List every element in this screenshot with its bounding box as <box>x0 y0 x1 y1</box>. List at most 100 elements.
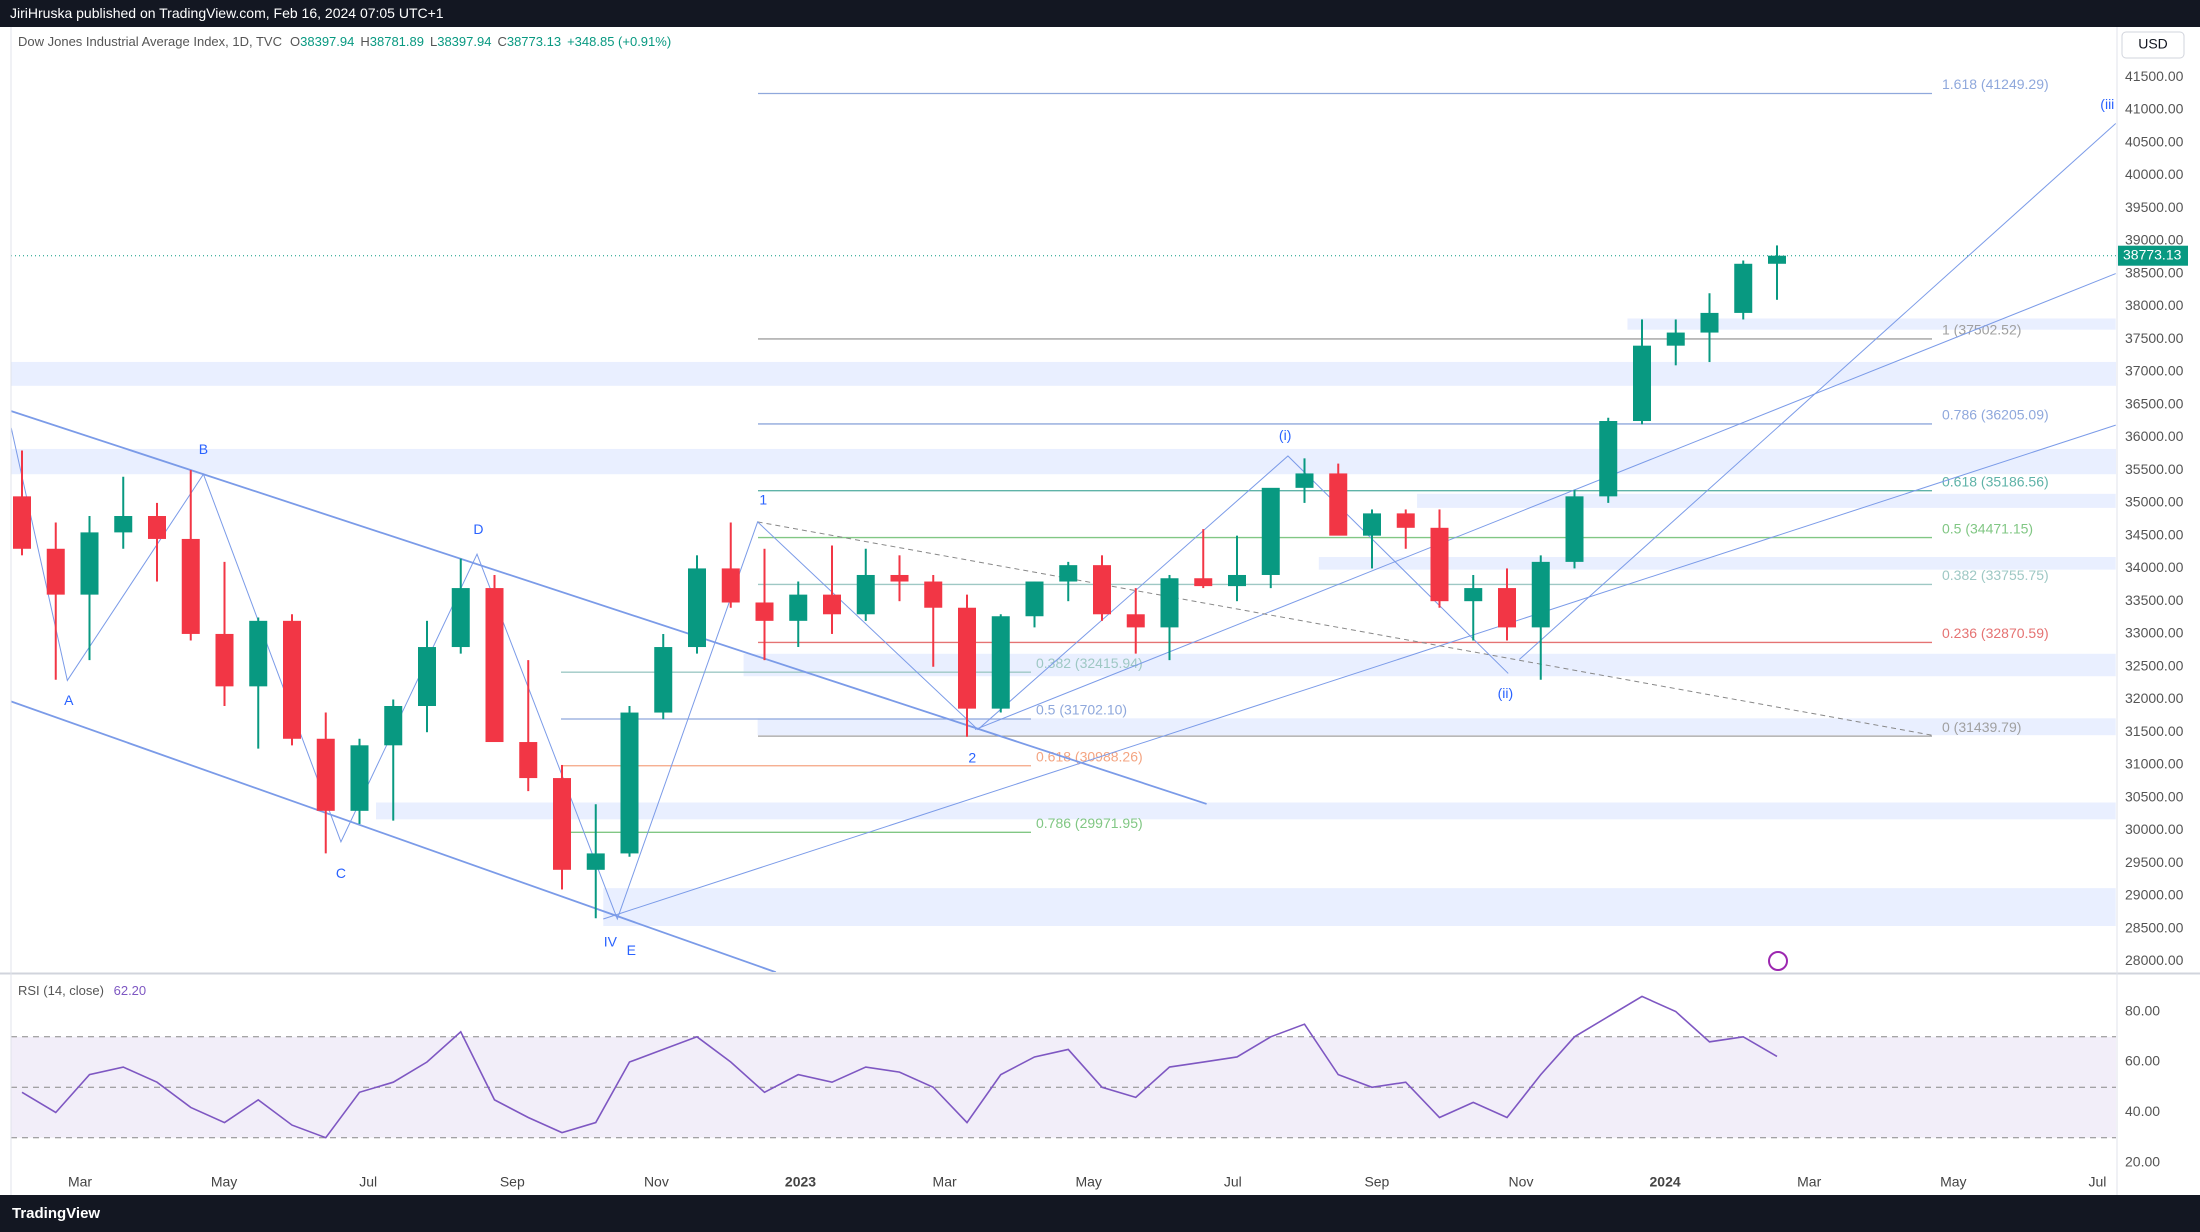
candle-body <box>1599 421 1618 497</box>
candle-body <box>924 581 943 608</box>
candle-body <box>1666 332 1685 346</box>
trendline <box>974 273 2116 731</box>
bottom-bar: TradingView <box>0 1195 2200 1232</box>
y-tick-label: 28500.00 <box>2125 919 2184 935</box>
candle-body <box>1059 565 1078 582</box>
candle-body <box>1464 588 1483 602</box>
candle-body <box>1025 581 1044 617</box>
fib-label: 0.786 (29971.95) <box>1036 815 1143 831</box>
candle-body <box>451 588 470 648</box>
rsi-legend: RSI (14, close) 62.20 <box>18 983 146 998</box>
x-tick-label: Jul <box>359 1174 377 1190</box>
candle-body <box>789 594 808 621</box>
ohlc-value: 38781.89 <box>369 34 424 49</box>
candle-body <box>755 602 774 621</box>
wave-label: 1 <box>759 492 767 508</box>
candle-body <box>148 516 166 539</box>
fib-label: 0.382 (33755.75) <box>1942 567 2049 583</box>
ohlc-key: C <box>497 34 507 49</box>
candle-body <box>1126 614 1145 628</box>
x-tick-label: Jul <box>2088 1174 2106 1190</box>
candle-body <box>1734 263 1753 313</box>
y-tick-label: 37500.00 <box>2125 330 2184 346</box>
candle-body <box>1295 473 1314 488</box>
x-tick-label: Mar <box>1797 1174 1821 1190</box>
candle-body <box>856 574 875 615</box>
y-tick-label: 39500.00 <box>2125 199 2184 215</box>
candle-body <box>485 588 504 743</box>
fib-label: 0.382 (32415.94) <box>1036 655 1143 671</box>
y-tick-label: 33000.00 <box>2125 625 2184 641</box>
y-tick-label: 41500.00 <box>2125 68 2184 84</box>
rsi-tick-label: 20.00 <box>2125 1154 2160 1170</box>
wave-label: D <box>473 521 483 537</box>
candle-body <box>46 548 65 595</box>
change: +348.85 (+0.91%) <box>567 34 672 49</box>
y-tick-label: 39000.00 <box>2125 232 2184 248</box>
candle-body <box>1531 561 1550 628</box>
rsi-tick-label: 80.00 <box>2125 1002 2160 1018</box>
y-tick-label: 40500.00 <box>2125 133 2184 149</box>
y-tick-label: 31000.00 <box>2125 756 2184 772</box>
y-tick-label: 30500.00 <box>2125 788 2184 804</box>
wave-label: A <box>64 692 74 708</box>
fib-label: 0.236 (32870.59) <box>1942 625 2049 641</box>
candle-body <box>1093 565 1111 615</box>
y-tick-label: 32500.00 <box>2125 657 2184 673</box>
x-tick-label: Mar <box>68 1174 92 1190</box>
y-tick-label: 34000.00 <box>2125 559 2184 575</box>
trendline <box>11 700 777 972</box>
candle-body <box>418 647 436 707</box>
candle-body <box>80 532 99 595</box>
fib-label: 0 (31439.79) <box>1942 719 2021 735</box>
y-tick-label: 32000.00 <box>2125 690 2184 706</box>
x-tick-label: 2023 <box>785 1174 816 1190</box>
y-tick-label: 36500.00 <box>2125 395 2184 411</box>
ohlc-key: O <box>290 34 301 49</box>
candle-body <box>1633 345 1651 422</box>
rsi-tick-label: 60.00 <box>2125 1053 2160 1069</box>
x-tick-label: 2024 <box>1650 1174 1681 1190</box>
candle-body <box>688 568 706 648</box>
fib-label: 1 (37502.52) <box>1942 322 2021 338</box>
zone <box>376 802 2116 820</box>
candle-body <box>249 620 268 687</box>
y-tick-label: 41000.00 <box>2125 101 2184 117</box>
y-tick-label: 38500.00 <box>2125 264 2184 280</box>
fib-label: 1.618 (41249.29) <box>1942 76 2049 92</box>
candle-body <box>350 745 369 811</box>
trendline <box>1519 123 2116 660</box>
fib-label: 0.618 (30988.26) <box>1036 748 1143 764</box>
candle-body <box>721 568 740 603</box>
trendline-dashed <box>757 521 1933 736</box>
candle-body <box>283 620 301 739</box>
ohlc-key: L <box>429 34 438 49</box>
wave-label: 2 <box>968 750 976 766</box>
candle-body <box>823 594 841 615</box>
x-tick-label: Nov <box>1509 1174 1534 1190</box>
fib-label: 0.5 (31702.10) <box>1036 702 1127 718</box>
candle-body <box>316 738 335 811</box>
candle-body <box>114 516 133 533</box>
candle-body <box>519 742 538 779</box>
candle-body <box>553 778 571 870</box>
currency-button[interactable] <box>2121 31 2185 59</box>
wave-path <box>11 427 1509 921</box>
x-tick-label: Sep <box>500 1174 525 1190</box>
wave-label: (ii) <box>1498 685 1514 701</box>
y-tick-label: 29500.00 <box>2125 854 2184 870</box>
wave-label: B <box>199 441 208 457</box>
wave-label: (iii <box>2100 96 2114 112</box>
y-tick-label: 30000.00 <box>2125 821 2184 837</box>
x-tick-label: Sep <box>1364 1174 1389 1190</box>
price-box <box>2118 245 2188 266</box>
candle-body <box>1396 513 1415 528</box>
currency[interactable]: USD <box>2138 36 2168 52</box>
ohlc-key: H <box>360 34 370 49</box>
candle-body <box>586 853 605 870</box>
publisher: JiriHruska published on TradingView.com,… <box>10 5 444 21</box>
candle-body <box>1700 312 1719 333</box>
wave-label: (i) <box>1279 427 1291 443</box>
event-icon[interactable] <box>1768 951 1788 971</box>
